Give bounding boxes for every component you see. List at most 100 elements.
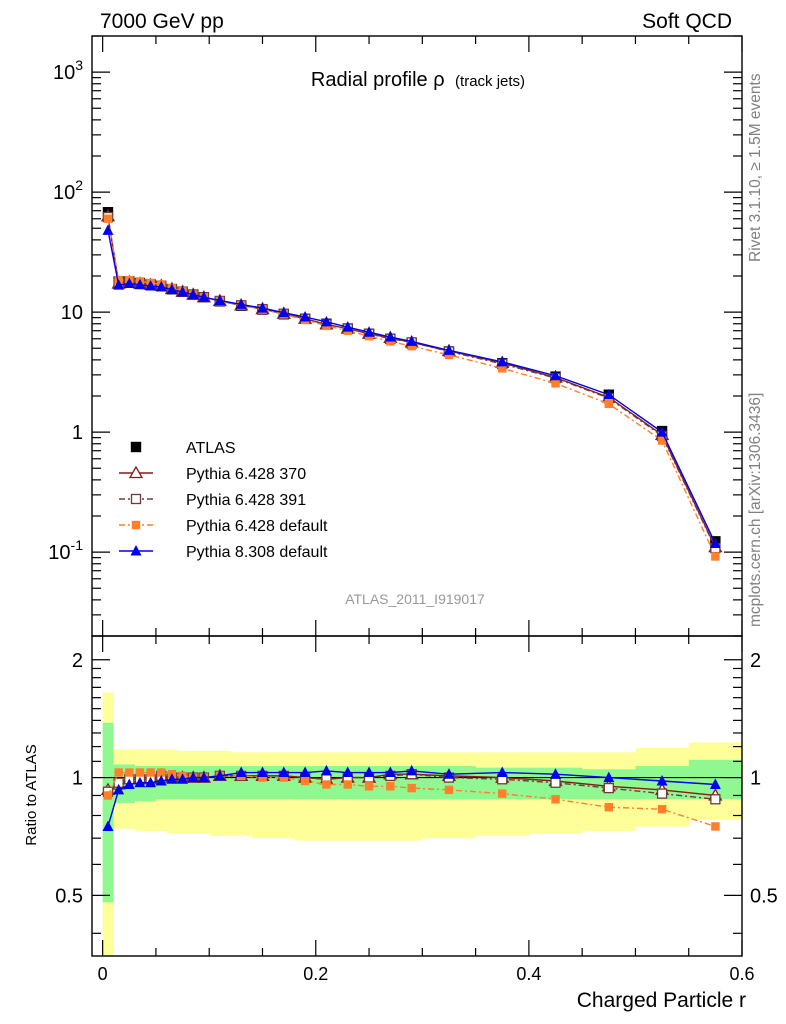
ratio-point-3: [363, 766, 375, 778]
main-y-tick-label: 102: [53, 177, 83, 204]
x-tick-label: 0.4: [516, 964, 541, 984]
ratio-point-2: [498, 789, 507, 798]
ratio-point-3: [123, 778, 135, 790]
main-y-tick-label: 103: [53, 57, 83, 84]
main-point-3: [551, 379, 560, 388]
ratio-point-2: [300, 776, 310, 786]
legend-marker-1: [128, 465, 144, 479]
ratio-point-3: [656, 774, 668, 786]
ratio-point-3: [299, 766, 311, 778]
ratio-point-2: [657, 805, 667, 814]
main-point-4: [603, 388, 615, 400]
main-point-4: [235, 298, 247, 309]
header-left: 7000 GeV pp: [100, 10, 224, 33]
rivet-label: Rivet 3.1.10, ≥ 1.5M events: [747, 73, 764, 262]
ratio-point-3: [187, 771, 199, 783]
main-point-3: [103, 214, 113, 223]
ratio-point-2: [407, 783, 416, 793]
ratio-point-2: [258, 773, 267, 782]
main-title: Radial profile ρ (track jets): [311, 69, 525, 91]
main-point-3: [407, 342, 416, 351]
ratio-point-2: [343, 780, 352, 789]
ratio-y-tick-label-right: 0.5: [750, 885, 778, 907]
band-stat-bin: [230, 766, 253, 800]
ratio-point-3: [342, 766, 354, 778]
legend-label: Pythia 6.428 default: [186, 518, 328, 535]
ratio-series-line-1: [107, 773, 716, 800]
main-point-4: [256, 302, 268, 313]
ratio-point-3: [177, 773, 189, 784]
x-tick-label: 0.2: [303, 964, 328, 984]
band-stat-bin: [102, 722, 114, 903]
ratio-y-tick-label-left: 2: [72, 650, 83, 672]
main-point-4: [166, 283, 178, 295]
ratio-point-2: [125, 768, 134, 777]
ratio-point-3: [198, 771, 210, 783]
ratio-point-3: [145, 776, 157, 788]
main-series-line-3: [107, 218, 716, 557]
band-stat-bin: [251, 766, 274, 800]
main-y-tick-label: 10: [61, 302, 83, 324]
main-title-suffix: (track jets): [455, 73, 525, 90]
ratio-point-1: [656, 788, 668, 799]
ratio-point-2: [386, 782, 395, 791]
main-y-tick-label: 10-1: [48, 537, 83, 564]
ratio-y-tick-label-right: 2: [750, 650, 761, 672]
ratio-y-tick-label-left: 1: [72, 768, 83, 790]
ratio-point-1: [603, 782, 614, 794]
main-point-4: [320, 315, 332, 327]
ratio-point-3: [406, 764, 418, 776]
ratio-point-3: [102, 820, 114, 831]
legend-marker-2: [130, 493, 142, 505]
ratio-point-3: [134, 776, 146, 788]
main-point-4: [299, 311, 311, 322]
main-point-4: [198, 291, 210, 302]
mcplots-label: mcplots.cern.ch [arXiv:1306.3436]: [747, 393, 764, 627]
band-stat-bin: [273, 766, 295, 800]
ratio-y-tick-label-right: 1: [750, 768, 761, 790]
main-point-3: [604, 399, 614, 409]
main-point-4: [384, 331, 396, 342]
main-y-tick-label: 1: [72, 422, 83, 444]
ratio-point-3: [235, 766, 247, 778]
ratio-point-2: [146, 768, 155, 777]
x-tick-label: 0: [98, 964, 108, 984]
header-right: Soft QCD: [642, 10, 732, 33]
ratio-point-3: [166, 773, 178, 784]
main-title-text: Radial profile ρ: [311, 69, 445, 91]
main-point-4: [363, 326, 375, 337]
ratio-point-2: [103, 791, 113, 800]
legend-marker-3: [131, 520, 141, 530]
ratio-point-3: [278, 766, 290, 778]
main-point-4: [177, 286, 189, 297]
ratio-point-2: [135, 768, 145, 777]
main-point-4: [342, 321, 354, 332]
legend-marker-4: [130, 545, 142, 556]
main-point-4: [550, 369, 562, 381]
legend-marker-0: [130, 441, 142, 453]
main-point-4: [709, 537, 721, 548]
ratio-point-2: [551, 795, 560, 804]
main-point-4: [155, 280, 167, 292]
ratio-point-2: [279, 773, 289, 782]
ratio-point-2: [444, 785, 454, 795]
ratio-point-2: [114, 768, 123, 777]
legend-label: Pythia 8.308 default: [186, 544, 328, 561]
ratio-point-2: [711, 822, 720, 831]
main-point-4: [214, 294, 226, 305]
main-point-3: [711, 552, 720, 561]
ratio-point-3: [113, 783, 125, 795]
ratio-point-3: [443, 768, 455, 779]
legend-label: Pythia 6.428 370: [186, 466, 306, 483]
ratio-point-2: [604, 803, 614, 812]
main-point-4: [187, 288, 199, 300]
main-point-3: [444, 350, 454, 360]
main-point-3: [657, 436, 667, 445]
legend-label: ATLAS: [186, 440, 236, 457]
ratio-point-3: [709, 778, 721, 790]
ratio-point-1: [710, 794, 721, 805]
ratio-point-3: [320, 764, 332, 776]
ratio-point-3: [384, 766, 396, 778]
main-point-4: [123, 277, 135, 289]
